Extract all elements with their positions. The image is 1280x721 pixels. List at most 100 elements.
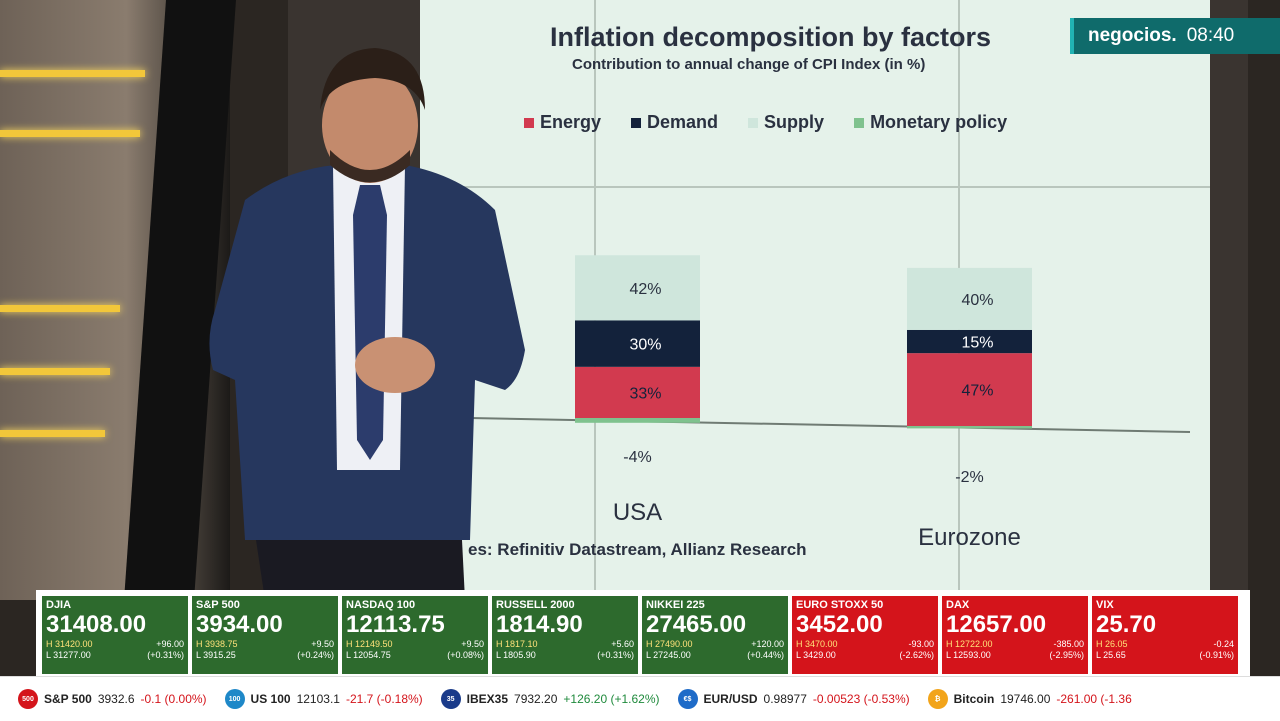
instrument-badge-icon: €$ — [677, 689, 698, 709]
index-name: NASDAQ 100 — [346, 599, 416, 611]
index-value: 12657.00 — [946, 611, 1047, 638]
index-high-row: H 3938.75 +9.50 — [196, 639, 334, 650]
instrument-name: Bitcoin — [953, 692, 995, 706]
instrument-change: -261.00 (-1.36 — [1056, 692, 1132, 706]
index-name: VIX — [1096, 599, 1114, 611]
data-label: 42% — [629, 281, 661, 298]
index-change-pct: (-0.91%) — [1199, 650, 1234, 660]
market-crawl: 500 S&P 500 3932.6 -0.1 (0.00%) 100 US 100 121… — [0, 676, 1280, 721]
index-low-row: L 1805.90 (+0.31%) — [496, 650, 634, 661]
index-low-row: L 31277.00 (+0.31%) — [46, 650, 184, 661]
chart-subtitle: Contribution to annual change of CPI Ind… — [572, 56, 926, 73]
legend-swatch — [524, 117, 534, 128]
instrument-badge-icon: 100 — [224, 689, 245, 709]
crawl-item: 500 S&P 500 3932.6 -0.1 (0.00%) — [18, 689, 207, 709]
instrument-change: -0.00523 (-0.53%) — [812, 692, 910, 706]
legend-item-monetary-policy: Monetary policy — [854, 112, 1007, 133]
index-change-pct: (+0.31%) — [597, 650, 634, 660]
index-value: 3934.00 — [196, 611, 283, 638]
index-high: H 26.05 — [1096, 639, 1128, 649]
index-high: H 12149.50 — [346, 639, 393, 649]
instrument-value: 3932.6 — [97, 692, 135, 706]
index-change: +9.50 — [461, 639, 484, 649]
index-change-pct: (+0.08%) — [447, 650, 484, 660]
instrument-value: 0.98977 — [763, 692, 807, 706]
bar-segment-demand — [575, 320, 700, 367]
index-change: +9.50 — [311, 639, 334, 649]
instrument-change: +126.20 (+1.62%) — [563, 692, 660, 706]
instrument-badge-icon: 500 — [18, 689, 38, 709]
instrument-name: EUR/USD — [703, 692, 758, 706]
index-change: +120.00 — [751, 639, 784, 649]
data-label: 30% — [629, 337, 661, 354]
index-low-row: L 3915.25 (+0.24%) — [196, 650, 334, 661]
chart-legend: Energy Demand Supply Monetary policy — [524, 112, 1007, 133]
index-high-row: H 26.05 -0.24 — [1096, 639, 1234, 650]
index-low-row: L 12054.75 (+0.08%) — [346, 650, 484, 661]
category-label: Eurozone — [918, 524, 1021, 551]
index-change-pct: (-2.95%) — [1049, 650, 1084, 660]
instrument-badge-icon: ₿ — [927, 689, 948, 709]
instrument-value: 12103.1 — [296, 692, 340, 706]
index-high-row: H 1817.10 +5.60 — [496, 639, 634, 650]
index-change-pct: (+0.31%) — [147, 650, 184, 660]
index-value: 12113.75 — [346, 611, 445, 638]
bar-segment-monetary-policy — [575, 418, 700, 423]
index-low: L 31277.00 — [46, 650, 91, 660]
index-tile: DJIA 31408.00 H 31420.00 +96.00 L 31277.00 (+… — [42, 596, 188, 674]
index-high: H 12722.00 — [946, 639, 993, 649]
index-change: -0.24 — [1213, 639, 1234, 649]
index-low-row: L 12593.00 (-2.95%) — [946, 650, 1084, 661]
video-wall-screen: Inflation decomposition by factors Contr… — [420, 0, 1210, 590]
channel-brand: negocios. — [1088, 25, 1177, 46]
instrument-change: -21.7 (-0.18%) — [345, 692, 423, 706]
index-high: H 3470.00 — [796, 639, 838, 649]
instrument-badge-icon: 35 — [440, 689, 461, 709]
data-label: 40% — [961, 292, 993, 309]
index-tile: EURO STOXX 50 3452.00 H 3470.00 -93.00 L 342… — [792, 596, 938, 674]
index-low: L 12593.00 — [946, 650, 991, 660]
studio-light — [0, 430, 105, 437]
index-low: L 25.65 — [1096, 650, 1126, 660]
market-index-panel: DJIA 31408.00 H 31420.00 +96.00 L 31277.00 (+… — [36, 590, 1250, 676]
index-name: DJIA — [46, 599, 72, 611]
index-low-row: L 25.65 (-0.91%) — [1096, 650, 1234, 661]
instrument-name: S&P 500 — [44, 692, 92, 706]
legend-label: Monetary policy — [870, 112, 1008, 132]
index-change-pct: (+0.24%) — [297, 650, 334, 660]
index-high: H 3938.75 — [196, 639, 238, 649]
index-low: L 12054.75 — [346, 650, 391, 660]
index-name: RUSSELL 2000 — [496, 599, 575, 611]
crawl-item: 35 IBEX35 7932.20 +126.20 (+1.62%) — [440, 689, 660, 709]
index-high-row: H 12149.50 +9.50 — [346, 639, 484, 650]
index-name: DAX — [946, 599, 970, 611]
index-change: -385.00 — [1053, 639, 1084, 649]
index-tile: VIX 25.70 H 26.05 -0.24 L 25.65 (-0.91%) — [1092, 596, 1238, 674]
index-name: EURO STOXX 50 — [796, 599, 884, 611]
legend-label: Energy — [540, 112, 602, 132]
data-label: -2% — [955, 469, 983, 486]
legend-item-demand: Demand — [631, 112, 718, 133]
index-change: +96.00 — [156, 639, 184, 649]
legend-item-supply: Supply — [748, 112, 824, 133]
presenter — [209, 48, 525, 600]
category-label: USA — [613, 499, 662, 526]
index-low: L 3915.25 — [196, 650, 236, 660]
index-high: H 31420.00 — [46, 639, 93, 649]
legend-swatch — [631, 117, 642, 128]
index-value: 1814.90 — [496, 611, 583, 638]
studio-light — [0, 130, 140, 137]
index-low: L 27245.00 — [646, 650, 691, 660]
bar-segment-monetary-policy — [907, 426, 1032, 429]
bar-segment-energy — [575, 366, 700, 418]
instrument-value: 19746.00 — [1000, 692, 1051, 706]
stacked-bar-chart: 33% 30% 42% -4% USA 47% 15% 40% -2% Eurozone — [469, 255, 1191, 551]
legend-item-energy: Energy — [524, 112, 601, 133]
crawl-item: 100 US 100 12103.1 -21.7 (-0.18%) — [224, 689, 423, 709]
index-value: 3452.00 — [796, 611, 883, 638]
index-change: +5.60 — [611, 639, 634, 649]
index-low: L 1805.90 — [496, 650, 536, 660]
bar-segment-energy — [907, 353, 1032, 426]
data-label: 33% — [629, 385, 661, 402]
instrument-name: IBEX35 — [466, 692, 509, 706]
